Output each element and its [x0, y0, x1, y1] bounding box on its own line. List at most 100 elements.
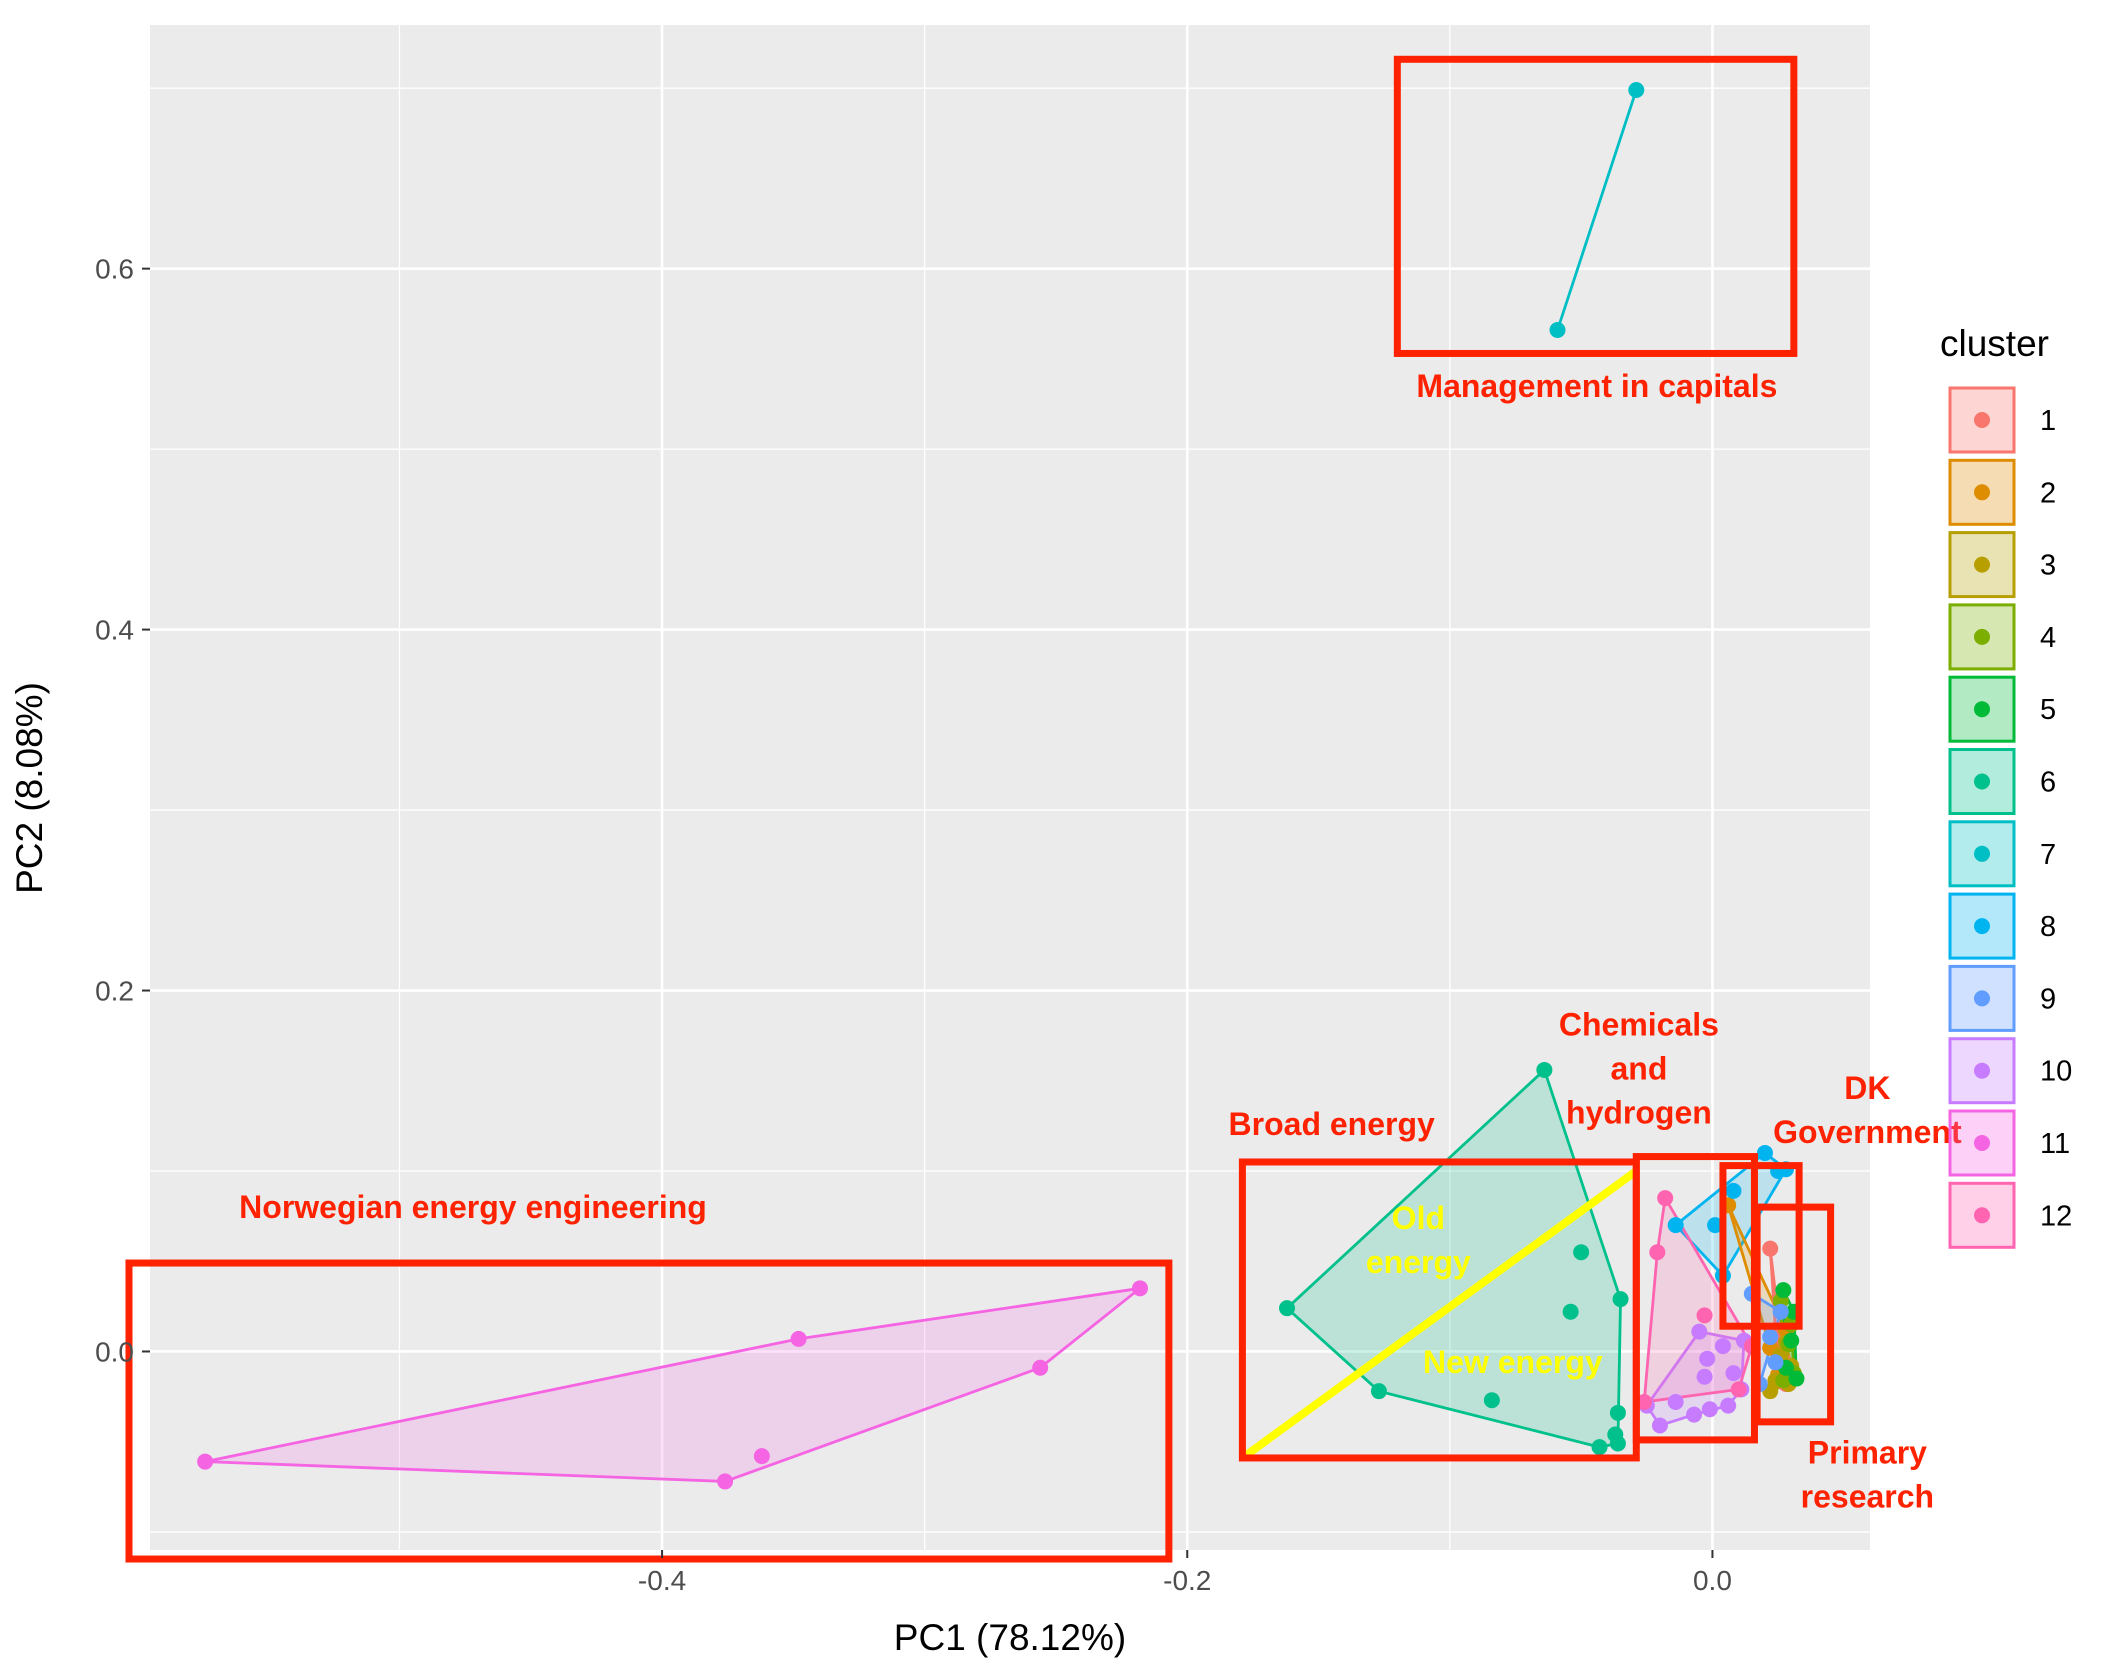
norwegian-energy-engineering-label-line: Norwegian energy engineering: [239, 1189, 707, 1225]
primary-research-label: Primary research: [1801, 1434, 1934, 1514]
grid-major: [150, 25, 1870, 1550]
data-point-cluster-9: [1772, 1303, 1789, 1320]
legend-key-7: [1948, 820, 2016, 888]
data-point-cluster-7: [1549, 322, 1566, 338]
data-point-cluster-5: [1788, 1370, 1805, 1387]
data-point-cluster-1: [1762, 1240, 1779, 1257]
primary-research-label-line: research: [1801, 1478, 1934, 1514]
old-energy-label-line: Old: [1392, 1200, 1445, 1236]
data-point-cluster-10: [1696, 1368, 1713, 1385]
norwegian-energy-engineering-box: [125, 1259, 1173, 1563]
x-tick-label: -0.4: [638, 1565, 686, 1596]
data-point-cluster-10: [1725, 1365, 1742, 1382]
legend-point-3: [1974, 556, 1990, 573]
broad-energy-label-line: Broad energy: [1229, 1106, 1435, 1142]
chemicals-and-hydrogen-label-line: hydrogen: [1566, 1095, 1712, 1131]
legend-label-3: 3: [2040, 550, 2056, 582]
legend-label-4: 4: [2040, 622, 2056, 654]
legend-label-2: 2: [2040, 477, 2056, 509]
y-tick-label: 0.0: [95, 1336, 134, 1367]
y-axis-title: PC2 (8.08%): [9, 682, 50, 894]
dk-government-box: [1719, 1162, 1803, 1330]
data-point-cluster-8: [1707, 1217, 1724, 1234]
data-point-cluster-6: [1607, 1426, 1624, 1443]
data-point-cluster-11: [790, 1330, 807, 1347]
data-point-cluster-11: [197, 1453, 214, 1470]
legend-point-12: [1974, 1207, 1990, 1224]
legend-key-1: [1948, 386, 2016, 454]
y-tick-label: 0.6: [95, 254, 134, 285]
primary-research-box: [1753, 1203, 1835, 1426]
grid-minor: [150, 25, 1870, 1550]
legend-label-12: 12: [2040, 1200, 2072, 1232]
new-energy-label-line: New energy: [1423, 1344, 1603, 1380]
legend-label-9: 9: [2040, 983, 2056, 1015]
data-point-cluster-5: [1775, 1282, 1792, 1299]
data-point-cluster-8: [1667, 1217, 1684, 1234]
data-point-cluster-11: [1131, 1280, 1148, 1297]
legend-point-10: [1974, 1062, 1990, 1079]
annotations: Management in capitals Broad energy Chemic…: [125, 55, 1962, 1563]
chemicals-and-hydrogen-label-line: and: [1610, 1051, 1667, 1087]
data-point-cluster-10: [1667, 1394, 1684, 1411]
legend-point-8: [1974, 918, 1990, 935]
legend-label-6: 6: [2040, 767, 2056, 799]
data-point-cluster-12: [1649, 1244, 1666, 1261]
data-point-cluster-6: [1609, 1404, 1626, 1421]
management-in-capitals-box: [1393, 55, 1798, 357]
legend-point-6: [1974, 773, 1990, 790]
data-point-cluster-8: [1725, 1182, 1742, 1199]
legend-label-5: 5: [2040, 694, 2056, 726]
primary-research-label-line: Primary: [1808, 1434, 1927, 1470]
cluster-hull-11: [203, 1286, 1142, 1483]
x-axis-title: PC1 (78.12%): [894, 1617, 1126, 1658]
data-point-cluster-11: [717, 1473, 734, 1490]
data-point-cluster-8: [1756, 1144, 1773, 1161]
data-point-cluster-6: [1536, 1061, 1553, 1078]
management-in-capitals-label: Management in capitals: [1416, 368, 1777, 404]
data-point-cluster-11: [753, 1448, 770, 1465]
legend-point-4: [1974, 628, 1990, 645]
legend-point-2: [1974, 484, 1990, 501]
legend-label-7: 7: [2040, 839, 2056, 871]
data-point-cluster-6: [1591, 1439, 1608, 1456]
data-point-cluster-6: [1279, 1300, 1296, 1317]
data-point-cluster-9: [1767, 1354, 1784, 1371]
data-point-cluster-12: [1636, 1394, 1653, 1411]
data-point-cluster-7: [1628, 81, 1645, 98]
data-point-cluster-6: [1612, 1291, 1629, 1308]
legend-point-5: [1974, 701, 1990, 718]
old-energy-label-line: energy: [1366, 1244, 1471, 1280]
plot-panel: [150, 25, 1870, 1550]
dk-government-label-line: Government: [1773, 1114, 1962, 1150]
data-point-cluster-10: [1651, 1417, 1668, 1434]
data-point-cluster-12: [1730, 1381, 1747, 1398]
legend-label-1: 1: [2040, 405, 2056, 437]
norwegian-energy-engineering-label: Norwegian energy engineering: [239, 1189, 707, 1225]
data-point-cluster-9: [1762, 1329, 1779, 1346]
legend-label-8: 8: [2040, 911, 2056, 943]
data-point-cluster-6: [1573, 1244, 1590, 1261]
x-tick-label: -0.2: [1163, 1565, 1211, 1596]
broad-energy-label: Broad energy: [1229, 1106, 1435, 1142]
management-in-capitals-label-line: Management in capitals: [1416, 368, 1777, 404]
data-point-cluster-10: [1699, 1350, 1716, 1367]
legend-point-9: [1974, 990, 1990, 1007]
y-tick-label: 0.2: [95, 976, 134, 1007]
chemicals-and-hydrogen-label: Chemicals and hydrogen: [1559, 1007, 1719, 1131]
data-point-cluster-10: [1714, 1338, 1731, 1355]
data-point-cluster-10: [1701, 1401, 1718, 1418]
old-new-energy-divider: [1240, 1167, 1639, 1462]
x-tick-label: 0.0: [1693, 1565, 1732, 1596]
legend-label-11: 11: [2040, 1128, 2070, 1160]
data-point-cluster-6: [1370, 1383, 1387, 1400]
data-point-cluster-12: [1657, 1190, 1674, 1207]
data-point-cluster-5: [1783, 1332, 1800, 1349]
legend-title: cluster: [1940, 323, 2049, 364]
old-energy-label: Old energy: [1366, 1200, 1471, 1280]
data-point-cluster-12: [1696, 1307, 1713, 1324]
legend-label-10: 10: [2040, 1056, 2072, 1088]
data-point-cluster-10: [1691, 1323, 1708, 1340]
axes: -0.4 -0.2 0.0 0.0 0.2 0.4 0.6: [95, 254, 1732, 1596]
chemicals-and-hydrogen-label-line: Chemicals: [1559, 1007, 1719, 1043]
